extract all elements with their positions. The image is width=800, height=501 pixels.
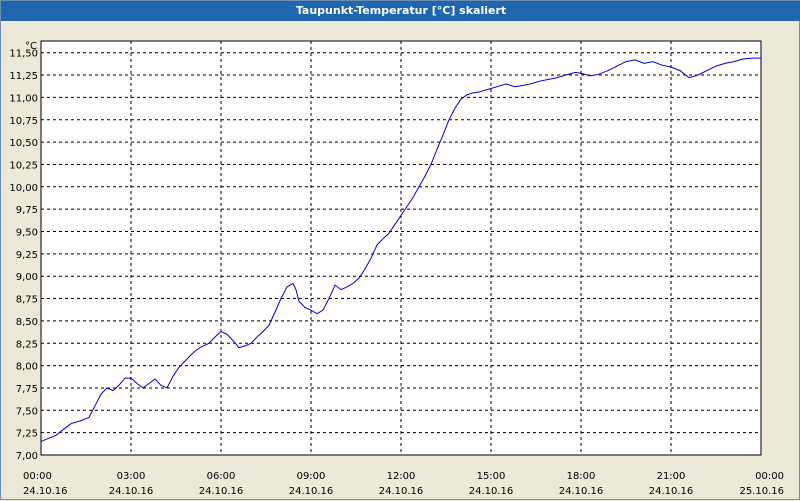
x-axis: 00:00 24.10.16 03:00 24.10.16 06:00 24.10.16 0… bbox=[23, 471, 784, 497]
x-tick-date: 24.10.16 bbox=[469, 486, 514, 497]
y-tick-label: 8,75 bbox=[16, 295, 38, 306]
x-tick-date: 24.10.16 bbox=[649, 486, 694, 497]
x-tick-time: 18:00 bbox=[567, 471, 596, 482]
y-tick-label: 11,50 bbox=[9, 49, 38, 60]
y-tick-label: 10,25 bbox=[9, 160, 38, 171]
y-tick-label: 9,00 bbox=[16, 272, 38, 283]
dewpoint-series-line bbox=[40, 57, 761, 443]
y-tick-label: 7,75 bbox=[16, 384, 38, 395]
x-tick-time: 00:00 bbox=[755, 471, 784, 482]
x-tick-date: 24.10.16 bbox=[23, 486, 68, 497]
y-tick-label: 10,75 bbox=[9, 116, 38, 127]
y-axis-unit: °C bbox=[25, 41, 37, 52]
x-tick-time: 21:00 bbox=[657, 471, 686, 482]
y-tick-label: 11,00 bbox=[9, 93, 38, 104]
x-tick-time: 03:00 bbox=[117, 471, 146, 482]
x-tick-time: 09:00 bbox=[297, 471, 326, 482]
y-tick-label: 9,50 bbox=[16, 228, 38, 239]
y-tick-label: 10,00 bbox=[9, 183, 38, 194]
y-tick-label: 8,00 bbox=[16, 362, 38, 373]
y-tick-label: 7,00 bbox=[16, 451, 38, 462]
y-tick-label: 7,25 bbox=[16, 429, 38, 440]
y-tick-label: 9,25 bbox=[16, 250, 38, 261]
x-tick-date: 24.10.16 bbox=[199, 486, 244, 497]
y-tick-label: 7,50 bbox=[16, 406, 38, 417]
y-tick-label: 8,50 bbox=[16, 317, 38, 328]
y-tick-label: 8,25 bbox=[16, 339, 38, 350]
x-tick-time: 00:00 bbox=[23, 471, 52, 482]
y-tick-label: 11,25 bbox=[9, 71, 38, 82]
window-title: Taupunkt-Temperatur [°C] skaliert bbox=[1, 1, 800, 21]
grid-lines bbox=[41, 41, 761, 455]
y-axis: 7,00 7,25 7,50 7,75 8,00 8,25 8,50 8,75 9,00 9,25… bbox=[9, 49, 38, 462]
x-tick-date: 25.10.16 bbox=[739, 486, 784, 497]
y-tick-label: 10,50 bbox=[9, 138, 38, 149]
y-tick-label: 9,75 bbox=[16, 205, 38, 216]
x-tick-time: 12:00 bbox=[387, 471, 416, 482]
x-tick-date: 24.10.16 bbox=[559, 486, 604, 497]
x-tick-date: 24.10.16 bbox=[289, 486, 334, 497]
x-tick-date: 24.10.16 bbox=[379, 486, 424, 497]
x-tick-time: 15:00 bbox=[477, 471, 506, 482]
x-tick-time: 06:00 bbox=[207, 471, 236, 482]
x-tick-date: 24.10.16 bbox=[109, 486, 154, 497]
